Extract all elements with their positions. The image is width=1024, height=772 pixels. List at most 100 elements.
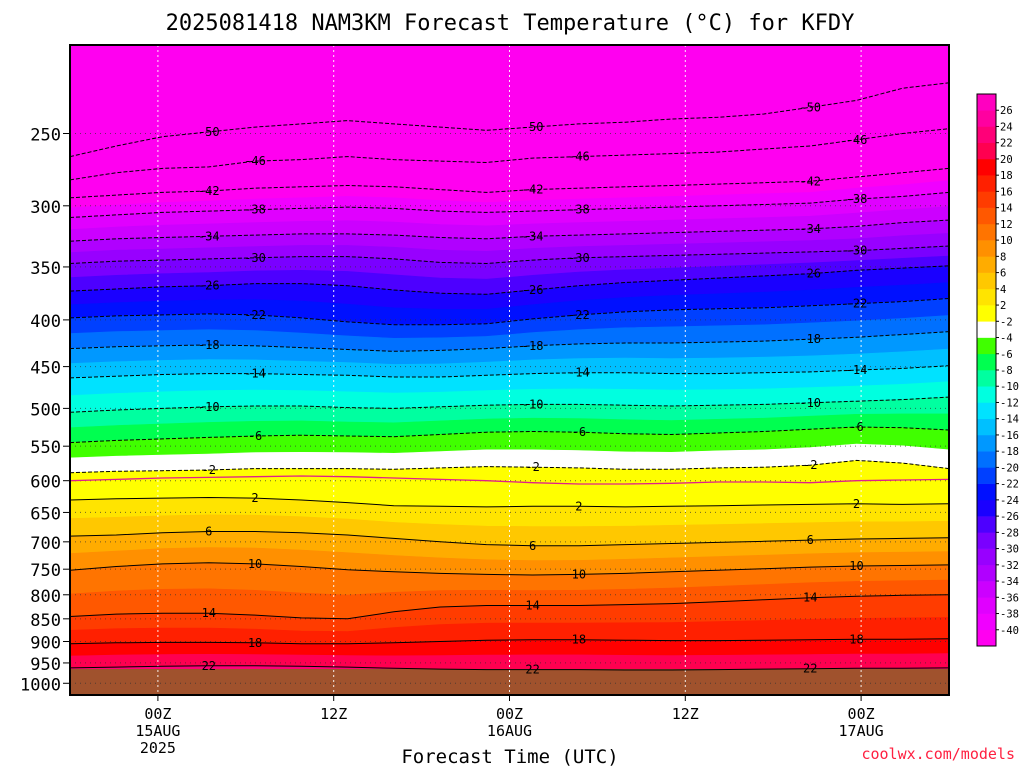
isotherm-line	[70, 459, 949, 474]
isotherm-label: 18	[248, 636, 262, 650]
isotherm-label: -34	[522, 229, 544, 243]
colorbar-tick-label: 26	[1000, 105, 1013, 117]
pressure-tick-label: 250	[30, 125, 61, 145]
colorbar-tick-label: -14	[1000, 414, 1019, 426]
colorbar-swatch	[977, 126, 996, 144]
colorbar-tick-label: -34	[1000, 576, 1019, 588]
isotherm-line	[70, 265, 949, 295]
isotherm-line	[70, 128, 949, 181]
isotherm-label: 2	[853, 497, 860, 511]
colorbar-swatch	[977, 353, 996, 371]
colorbar-swatch	[977, 548, 996, 566]
freezing-level-line	[70, 475, 949, 485]
isotherm-label: 22	[803, 662, 817, 676]
pressure-tick-label: 700	[30, 534, 61, 554]
pressure-tick-label: 900	[30, 633, 61, 653]
pressure-tick-label: 300	[30, 198, 61, 218]
isotherm-label: 6	[529, 539, 536, 553]
isotherm-label: -10	[198, 400, 220, 414]
isotherm-label: -30	[846, 244, 868, 258]
isotherm-label: -42	[799, 174, 821, 188]
plot-area: -50 -50 -50 -46 -46 -46 -42 -42 -42 -38 -38 -38 -34 -…	[69, 44, 950, 696]
pressure-tick-label: 1000	[20, 675, 61, 695]
pressure-tick-label: 650	[30, 504, 61, 524]
isotherm-line	[70, 531, 949, 547]
isotherm-label: 22	[202, 659, 216, 673]
colorbar-tick-label: -22	[1000, 479, 1019, 491]
isotherm-label: -18	[799, 332, 821, 346]
colorbar-tick-label: -30	[1000, 544, 1019, 556]
time-tick-label: 12Z	[320, 705, 347, 723]
isotherm-line	[70, 331, 949, 352]
colorbar-swatch	[977, 516, 996, 533]
isotherm-label: -2	[202, 463, 216, 477]
colorbar-tick-label: -12	[1000, 397, 1019, 409]
colorbar-tick-label: 12	[1000, 219, 1013, 231]
time-tick-label: 12Z	[672, 705, 699, 723]
colorbar-swatch	[977, 434, 996, 452]
colorbar-swatch	[977, 532, 996, 549]
colorbar-tick-label: 4	[1000, 284, 1006, 296]
colorbar-tick-label: -26	[1000, 511, 1019, 523]
colorbar-tick-label: 6	[1000, 268, 1006, 280]
pressure-tick-label: 450	[30, 359, 61, 379]
isotherm-label: -42	[522, 183, 544, 197]
colorbar-swatch	[977, 629, 996, 647]
colorbar-tick-label: -6	[1000, 349, 1013, 361]
colorbar-swatch	[977, 240, 996, 257]
isotherm-label: 14	[803, 591, 817, 605]
time-tick-label: 15AUG	[135, 722, 180, 740]
pressure-tick-label: 800	[30, 587, 61, 607]
colorbar-tick-label: 22	[1000, 138, 1013, 150]
isotherm-line	[70, 562, 949, 576]
colorbar-tick-label: 2	[1000, 300, 1006, 312]
isotherm-label: -38	[568, 203, 590, 217]
isotherm-label: 10	[572, 567, 586, 581]
colorbar-tick-label: -32	[1000, 560, 1019, 572]
colorbar-swatch	[977, 321, 996, 338]
isotherm-label: -22	[244, 308, 266, 322]
pressure-axis: 2503003504004505005506006507007508008509…	[20, 125, 70, 695]
isotherm-label: -26	[198, 279, 220, 293]
isotherm-line	[70, 496, 949, 508]
x-axis-label: Forecast Time (UTC)	[401, 746, 618, 768]
colorbar-tick-label: -8	[1000, 365, 1013, 377]
isotherm-label: -14	[568, 366, 590, 380]
credit-link[interactable]: coolwx.com/models	[861, 745, 1015, 763]
isotherm-label: 18	[849, 632, 863, 646]
colorbar-swatch	[977, 581, 996, 598]
colorbar-swatch	[977, 499, 996, 517]
isotherm-label: 22	[525, 663, 539, 677]
isotherm-label: -18	[522, 339, 544, 353]
isotherm-label: -26	[799, 267, 821, 281]
isotherm-label: -18	[198, 338, 220, 352]
isotherm-label: -10	[799, 396, 821, 410]
isotherm-label: 10	[248, 557, 262, 571]
isotherm-label: -6	[849, 420, 863, 434]
isotherm-label: -6	[572, 425, 586, 439]
time-tick-label: 00Z	[144, 705, 171, 723]
pressure-tick-label: 500	[30, 400, 61, 420]
isotherm-label: -38	[244, 203, 266, 217]
colorbar-swatch	[977, 272, 996, 290]
colorbar-tick-label: 10	[1000, 235, 1013, 247]
colorbar-tick-label: 24	[1000, 121, 1013, 133]
isotherm-label: -6	[248, 429, 262, 443]
grid-lines	[70, 45, 949, 695]
colorbar-swatch	[977, 483, 996, 501]
colorbar-swatch	[977, 142, 996, 160]
isotherm-line	[70, 365, 949, 379]
isotherm-label: -14	[846, 363, 868, 377]
colorbar-tick-label: -20	[1000, 462, 1019, 474]
chart-title: 2025081418 NAM3KM Forecast Temperature (…	[166, 11, 855, 36]
isotherm-label: -38	[846, 192, 868, 206]
time-tick-label: 00Z	[496, 705, 523, 723]
pressure-tick-label: 600	[30, 473, 61, 493]
colorbar-swatch	[977, 564, 996, 582]
colorbar-tick-label: -18	[1000, 446, 1019, 458]
isotherm-label: -14	[244, 367, 266, 381]
colorbar-tick-label: -10	[1000, 381, 1019, 393]
isotherm-contours	[70, 82, 949, 671]
